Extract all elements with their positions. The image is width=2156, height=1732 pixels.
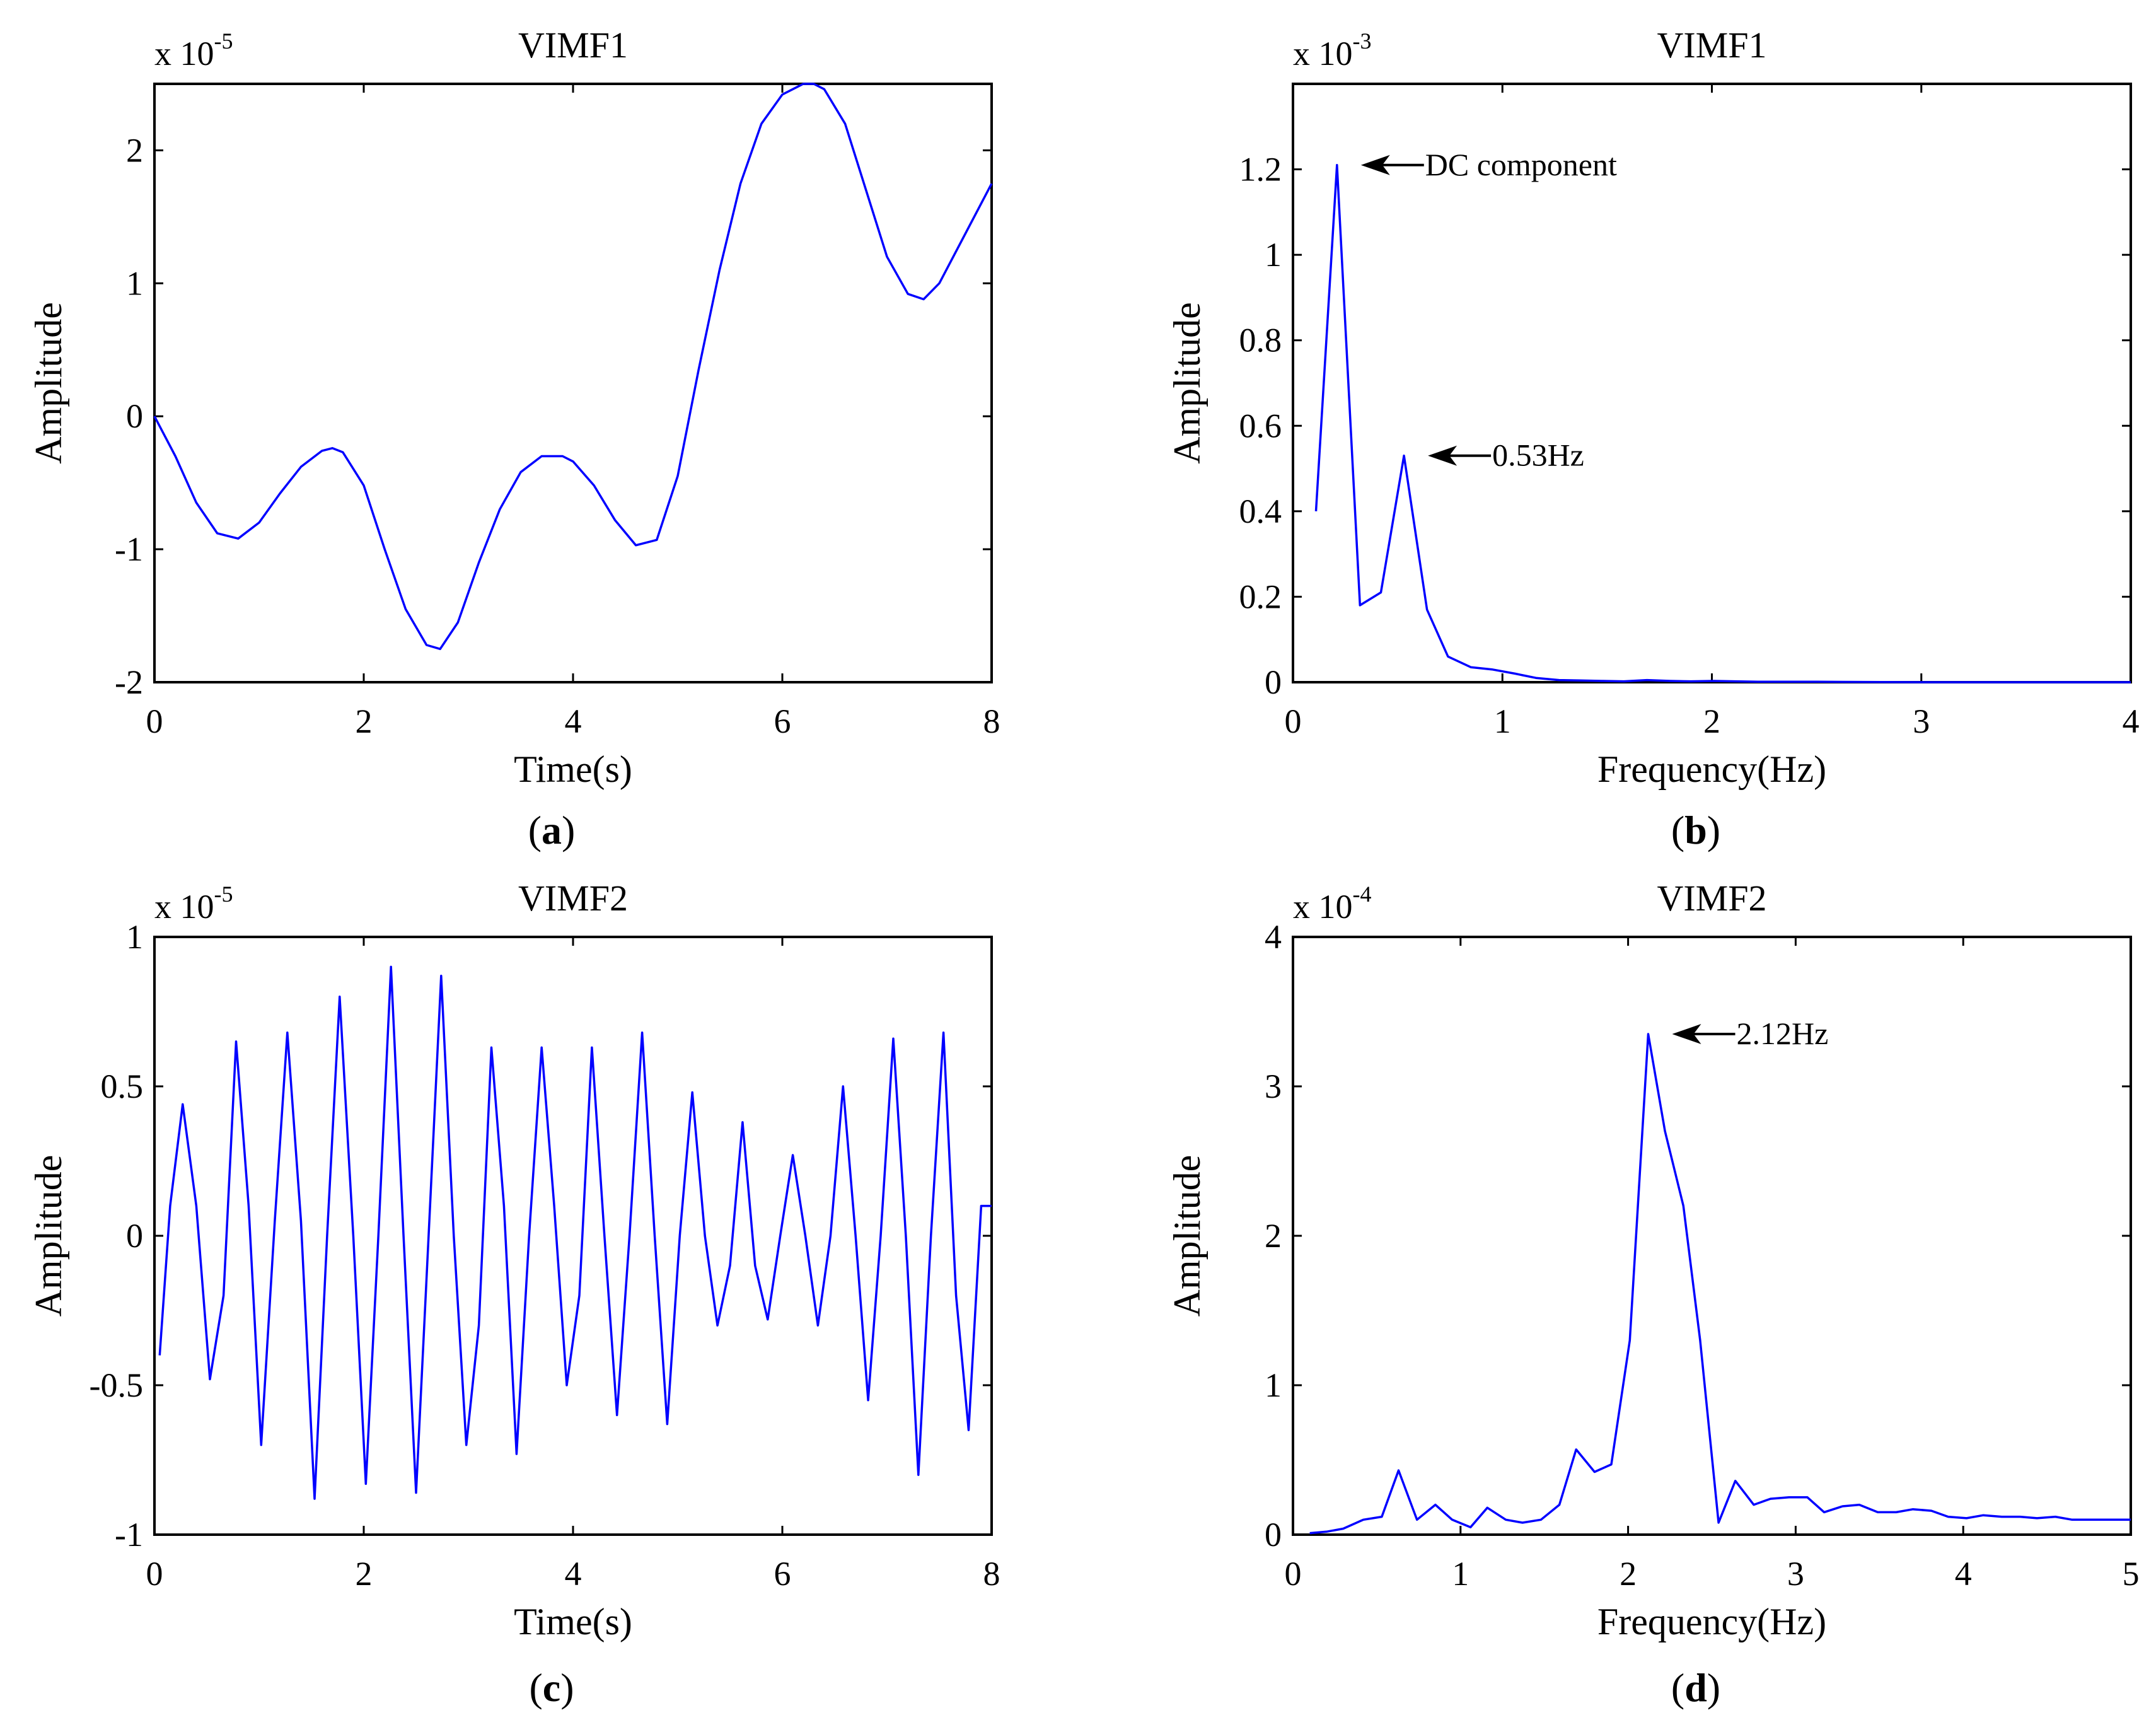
y-axis-label: Amplitude [1166,302,1208,464]
x-tick-label: 0 [1285,1555,1302,1593]
y-exponent-base: x 10 [154,888,214,926]
x-tick-label: 4 [565,702,582,740]
y-axis-label: Amplitude [28,302,69,464]
panel-a: 0 2 4 6 8 -2 -1 0 1 2 x 10-5 VIMF1 Time(s) Amplitude [28,25,1000,790]
y-axis-label: Amplitude [28,1155,69,1317]
x-axis-label: Frequency(Hz) [1597,748,1826,790]
x-tick-label: 8 [983,702,1000,740]
plot-frame [153,83,993,683]
annotation-arrow-head [1672,1024,1701,1045]
y-axis-label: Amplitude [1166,1155,1208,1317]
x-tick-label: 8 [983,1555,1000,1593]
y-tick-label: 2 [1265,1217,1282,1255]
y-tick-label: -1 [115,1516,143,1554]
plot-frame [153,936,993,1536]
x-tick-label: 2 [1620,1555,1637,1593]
x-tick-label: 1 [1452,1555,1469,1593]
annotation-arrow-head [1360,154,1390,175]
panel-label-a: (a) [528,808,576,852]
x-tick-label: 5 [2123,1555,2140,1593]
chart-title: VIMF1 [1657,25,1766,66]
y-tick-label: 0.8 [1239,322,1282,359]
y-tick-label: 1 [1265,1366,1282,1404]
y-tick-label: 0.4 [1239,492,1282,530]
series-line [158,965,992,1500]
y-exponent-label: x 10-5 [154,28,233,73]
y-exponent-base: x 10 [1293,35,1353,73]
y-tick-label: 0.5 [101,1067,144,1105]
plot-frame [1292,83,2132,683]
y-tick-label: 0 [126,1217,143,1255]
x-axis-label: Time(s) [514,1601,632,1642]
x-tick-label: 1 [1494,702,1511,740]
x-axis-label: Time(s) [514,748,632,790]
y-tick-label: -0.5 [90,1366,143,1404]
x-tick-label: 3 [1787,1555,1804,1593]
panel-c: 0 2 4 6 8 -1 -0.5 0 0.5 1 x 10-5 VIMF2 Time(s) Amplit… [28,878,1000,1642]
y-tick-label: 0.6 [1239,407,1282,445]
y-tick-label: 0.2 [1239,578,1282,615]
x-tick-label: 2 [356,702,373,740]
y-exponent-base: x 10 [1293,888,1353,926]
x-tick-label: 4 [565,1555,582,1593]
x-tick-label: 6 [774,1555,791,1593]
series-line [153,83,993,651]
y-exponent-power: -5 [214,881,233,907]
y-tick-label: 3 [1265,1067,1282,1105]
x-tick-label: 6 [774,702,791,740]
y-tick-label: -1 [115,530,143,568]
y-exponent-label: x 10-3 [1293,28,1372,73]
y-exponent-power: -5 [214,28,233,54]
x-tick-label: 4 [2123,702,2140,740]
x-tick-label: 2 [1703,702,1720,740]
x-tick-label: 0 [146,1555,163,1593]
y-tick-label: 0 [1265,663,1282,701]
annotation-label: 2.12Hz [1736,1016,1828,1051]
panel-b: 0 1 2 3 4 0 0.2 0.4 0.6 0.8 1 1.2 x 10-3 VIMF1 Frequen… [1166,25,2140,790]
series-line [1309,1033,2131,1535]
annotation-arrow-head [1428,445,1458,466]
y-exponent-base: x 10 [154,35,214,73]
y-tick-label: 2 [126,131,143,169]
y-tick-label: 1 [1265,236,1282,274]
y-tick-label: 1 [126,918,143,956]
chart-title: VIMF2 [518,878,628,919]
x-tick-label: 2 [356,1555,373,1593]
y-tick-label: 1.2 [1239,151,1282,189]
y-tick-label: 1 [126,264,143,302]
y-tick-label: 4 [1265,918,1282,956]
panel-label-d: (d) [1671,1665,1721,1710]
y-tick-label: 0 [126,397,143,435]
series-line [1314,164,2131,683]
annotation-label: 0.53Hz [1492,438,1584,473]
x-tick-label: 4 [1955,1555,1972,1593]
y-exponent-power: -4 [1353,881,1372,907]
x-tick-label: 3 [1913,702,1930,740]
panel-label-b: (b) [1671,808,1721,852]
y-exponent-label: x 10-4 [1293,881,1372,926]
panel-label-c: (c) [529,1665,574,1710]
y-exponent-power: -3 [1353,28,1372,54]
x-tick-label: 0 [146,702,163,740]
chart-title: VIMF1 [518,25,628,66]
panel-d: 0 1 2 3 4 5 0 1 2 3 4 x 10-4 VIMF2 Frequency(Hz) Ampli… [1166,878,2140,1642]
x-tick-label: 0 [1285,702,1302,740]
annotation-label: DC component [1425,147,1617,182]
plot-frame [1292,936,2132,1536]
x-axis-label: Frequency(Hz) [1597,1601,1826,1642]
chart-title: VIMF2 [1657,878,1766,919]
y-tick-label: -2 [115,663,143,701]
y-exponent-label: x 10-5 [154,881,233,926]
y-tick-label: 0 [1265,1516,1282,1554]
